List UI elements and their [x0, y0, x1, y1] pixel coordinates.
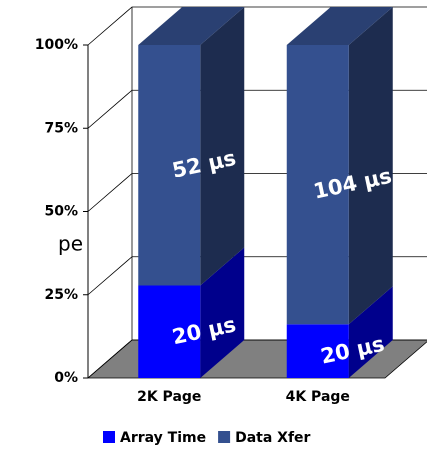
y-tick-label: 50% — [44, 204, 78, 220]
legend-swatch — [218, 431, 231, 443]
legend-swatch — [103, 431, 115, 443]
annotation: pe — [58, 232, 83, 256]
y-tick-label: 25% — [44, 287, 78, 303]
bar-side — [348, 286, 393, 378]
y-tick-label: 0% — [54, 370, 78, 386]
bar — [286, 45, 349, 325]
x-tick-label: 4K Page — [286, 389, 350, 405]
bar — [286, 324, 349, 378]
x-tick-label: 2K Page — [137, 389, 201, 405]
bar-top — [286, 7, 393, 45]
y-tick-label: 75% — [44, 120, 78, 136]
y-tick-label: 100% — [35, 37, 78, 53]
bar-side — [200, 7, 245, 286]
bar — [138, 285, 201, 378]
bar-top — [138, 7, 245, 45]
legend-label: Array Time — [120, 430, 206, 446]
grid-line — [87, 6, 427, 46]
legend-label: Data Xfer — [235, 430, 310, 446]
bar — [138, 45, 201, 286]
bar-side — [200, 247, 245, 378]
bar-side — [348, 7, 393, 325]
